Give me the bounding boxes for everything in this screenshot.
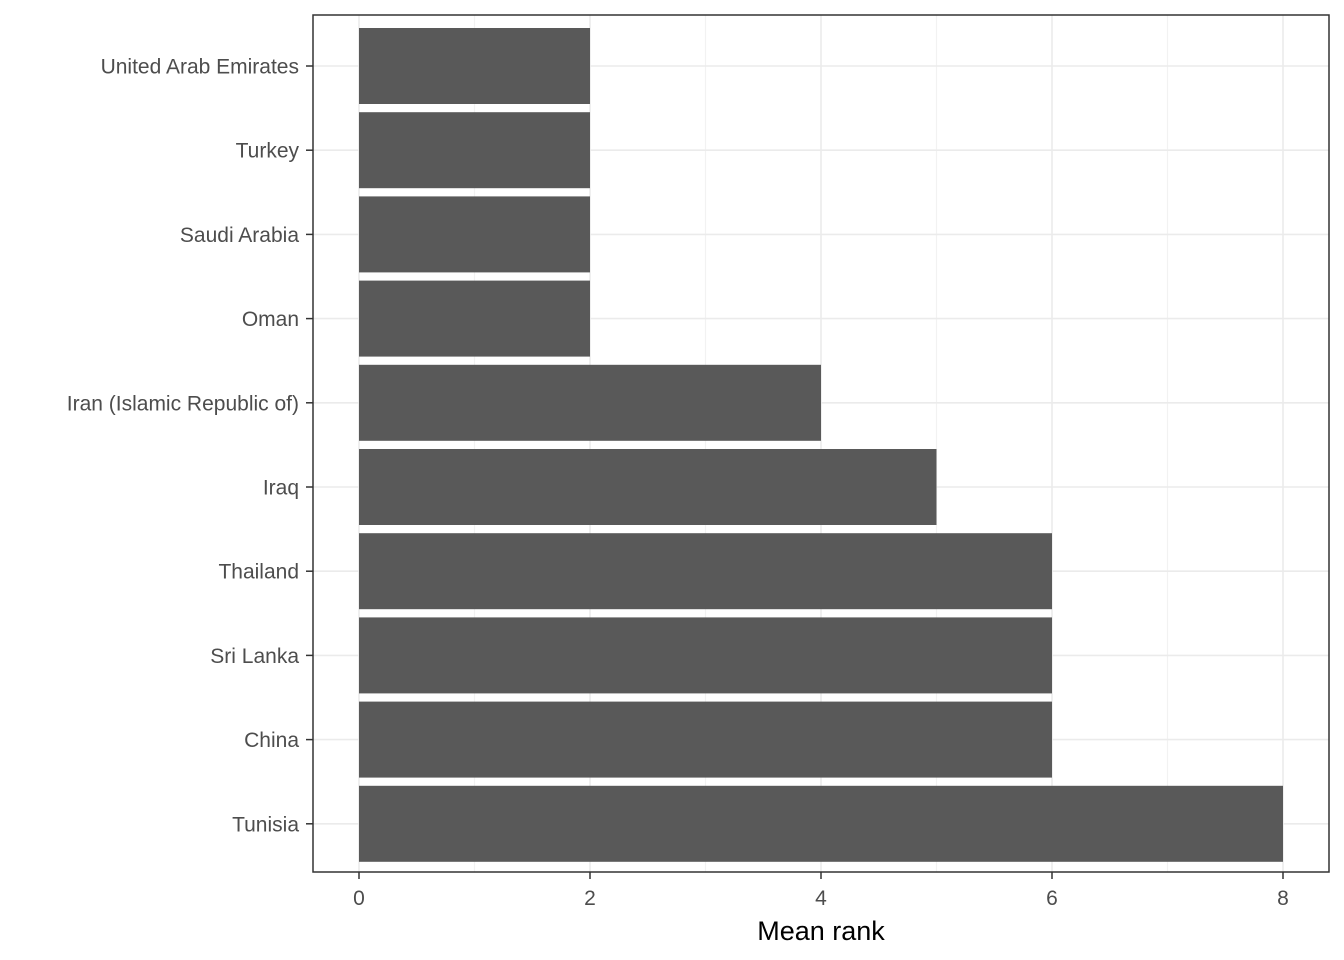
- bar: [359, 196, 590, 273]
- category-label: Saudi Arabia: [180, 224, 299, 247]
- x-tick-label: 6: [1046, 887, 1058, 910]
- category-label: Iraq: [263, 477, 299, 500]
- category-label: Turkey: [236, 140, 300, 163]
- bar: [359, 701, 1052, 778]
- bar: [359, 112, 590, 189]
- category-label: Iran (Islamic Republic of): [67, 392, 299, 415]
- category-label: United Arab Emirates: [101, 56, 299, 79]
- bar: [359, 617, 1052, 694]
- x-tick-label: 4: [815, 887, 827, 910]
- category-label: Tunisia: [232, 813, 299, 836]
- bar: [359, 449, 937, 525]
- category-label: Thailand: [218, 561, 299, 584]
- bar: [359, 364, 821, 441]
- bar: [359, 785, 1283, 862]
- y-axis-ticks: United Arab Emirates Turkey Saudi Arabia Om…: [67, 56, 313, 836]
- x-tick-label: 0: [353, 887, 365, 910]
- x-axis-title: Mean rank: [757, 916, 885, 946]
- category-label: Oman: [242, 308, 299, 331]
- x-tick-label: 8: [1277, 887, 1289, 910]
- x-tick-label: 2: [584, 887, 596, 910]
- bar: [359, 280, 590, 357]
- x-axis-ticks: 0 2 4 6 8: [353, 872, 1289, 910]
- bars: [359, 28, 1283, 862]
- bar: [359, 28, 590, 104]
- category-label: China: [244, 729, 299, 752]
- bar: [359, 533, 1052, 610]
- category-label: Sri Lanka: [210, 645, 299, 668]
